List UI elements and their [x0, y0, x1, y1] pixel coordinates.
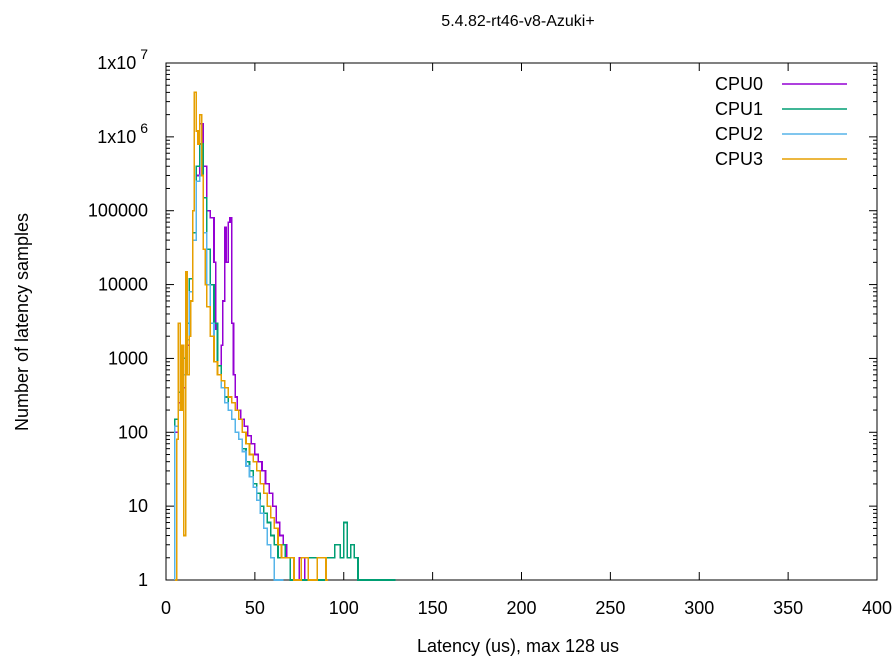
- x-tick-label: 150: [418, 598, 448, 618]
- y-tick-label-base: 1000: [108, 348, 148, 368]
- y-tick-label-base: 1: [138, 570, 148, 590]
- legend-label-cpu2: CPU2: [715, 124, 763, 144]
- y-tick-label-base: 1x10: [97, 127, 136, 147]
- x-axis-label: Latency (us), max 128 us: [417, 636, 619, 656]
- y-tick-label: 10: [128, 496, 148, 516]
- legend: CPU0 CPU1 CPU2 CPU3: [715, 74, 847, 169]
- y-tick-label: 1000: [108, 348, 148, 368]
- x-tick-label: 50: [245, 598, 265, 618]
- x-axis-ticks: 0 50 100 150 200 250 300 350 400: [161, 63, 892, 618]
- x-tick-label: 300: [684, 598, 714, 618]
- y-tick-label-base: 10000: [98, 275, 148, 295]
- y-tick-label-base: 100: [118, 422, 148, 442]
- y-tick-label: 100: [118, 422, 148, 442]
- y-tick-label-base: 100000: [88, 201, 148, 221]
- y-tick-label: 1x10 7: [97, 46, 148, 73]
- y-tick-label: 1: [138, 570, 148, 590]
- x-tick-label: 200: [506, 598, 536, 618]
- legend-label-cpu1: CPU1: [715, 99, 763, 119]
- y-tick-label: 10000: [98, 275, 148, 295]
- x-tick-label: 400: [862, 598, 892, 618]
- y-axis-label: Number of latency samples: [12, 213, 32, 431]
- x-tick-label: 250: [595, 598, 625, 618]
- y-tick-label-base: 1x10: [97, 53, 136, 73]
- legend-label-cpu3: CPU3: [715, 149, 763, 169]
- series-line-cpu1: [174, 143, 396, 581]
- y-tick-label: 100000: [88, 201, 148, 221]
- x-tick-label: 0: [161, 598, 171, 618]
- y-tick-label-exponent: 6: [136, 120, 148, 136]
- y-tick-label: 1x10 6: [97, 120, 148, 147]
- y-tick-label-base: 10: [128, 496, 148, 516]
- series-line-cpu3: [174, 91, 328, 581]
- series-group: [174, 91, 396, 581]
- x-tick-label: 350: [773, 598, 803, 618]
- legend-label-cpu0: CPU0: [715, 74, 763, 94]
- y-tick-label-exponent: 7: [136, 46, 148, 62]
- x-tick-label: 100: [329, 598, 359, 618]
- chart-title: 5.4.82-rt46-v8-Azuki+: [441, 13, 594, 30]
- series-line-cpu0: [174, 123, 325, 581]
